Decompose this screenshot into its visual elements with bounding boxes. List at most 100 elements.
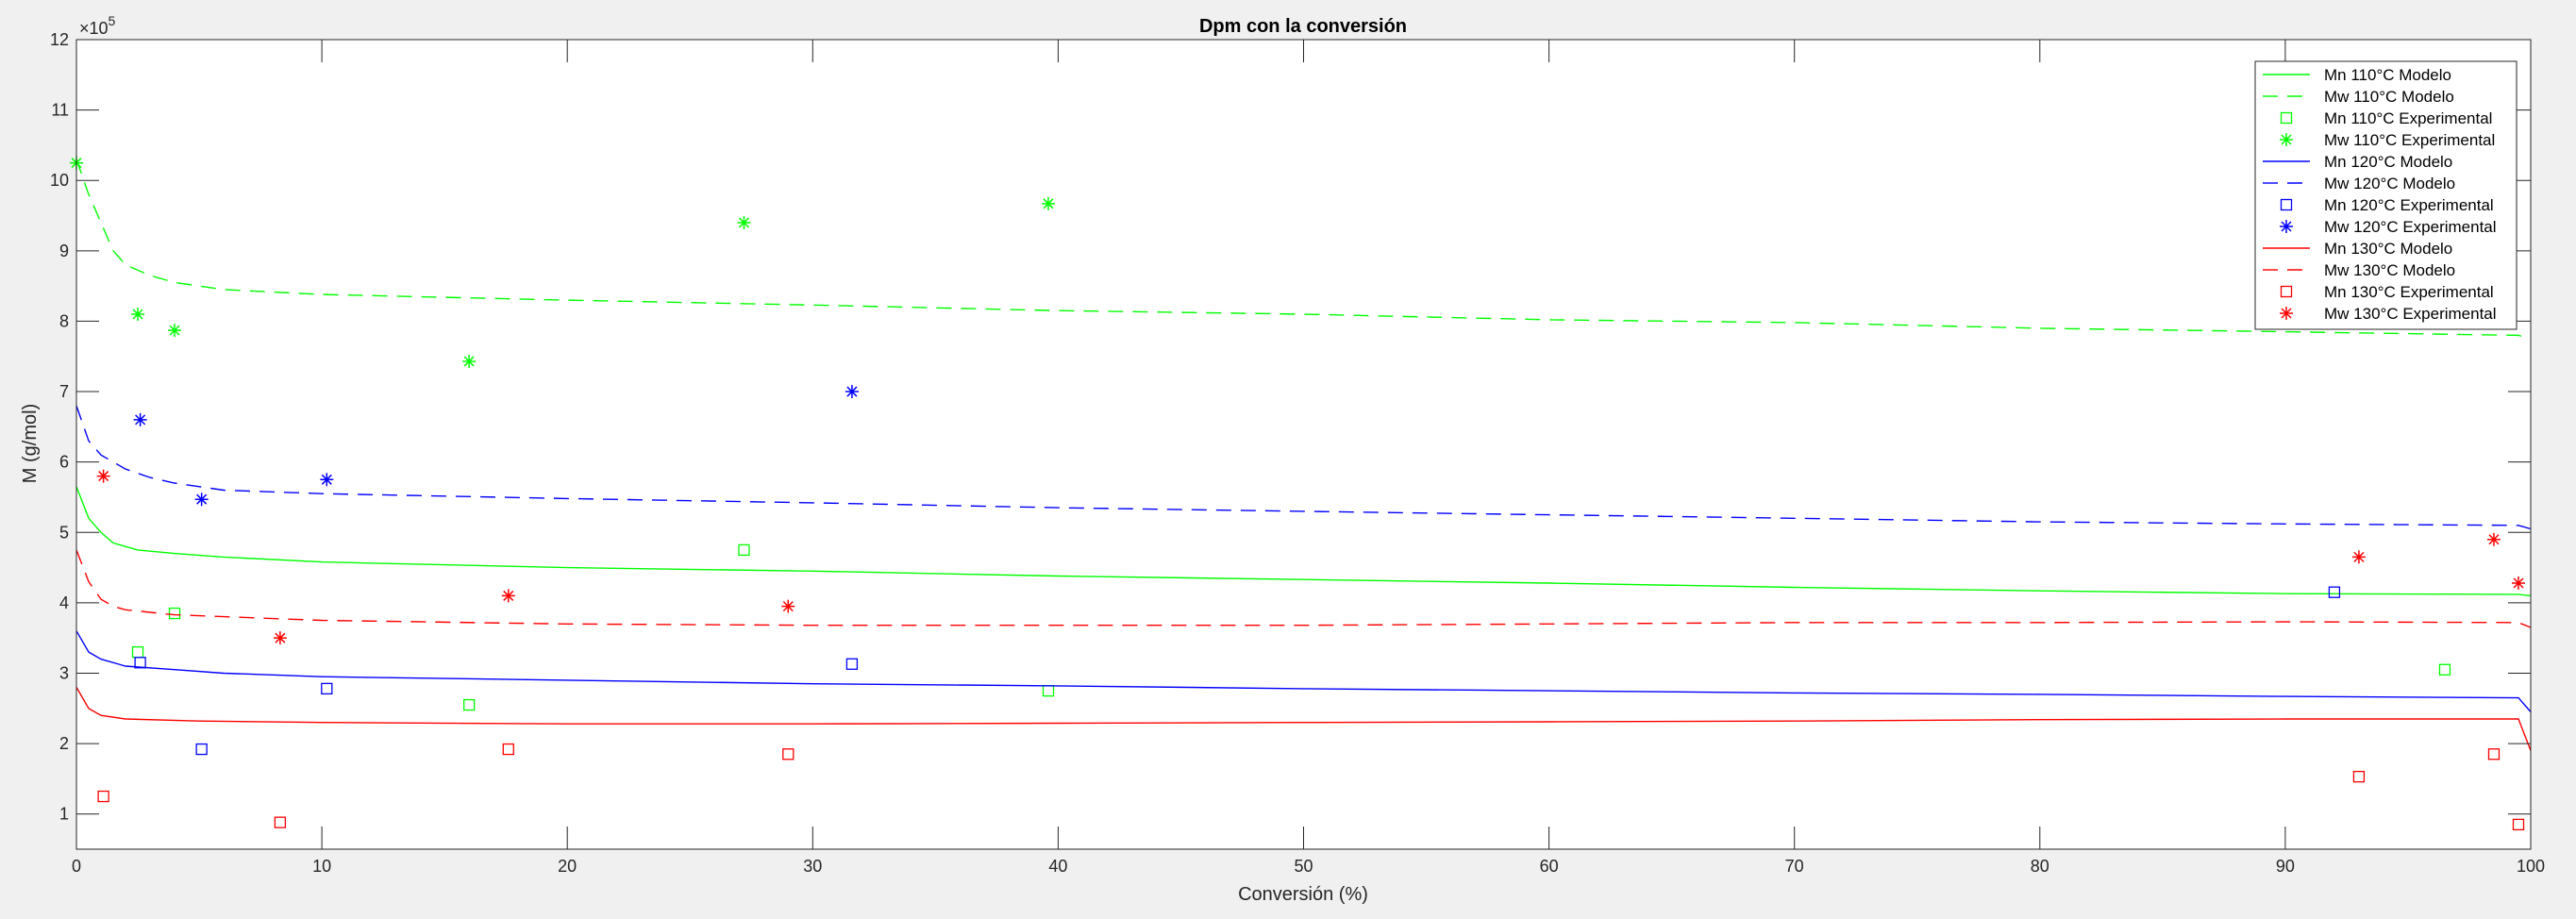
series-line [75,159,2532,340]
plot-area [76,40,2531,849]
series-11 [97,743,2525,831]
legend-item: Mw 130°C Modelo [2263,261,2455,279]
y-tick-label: 9 [59,242,69,260]
data-point [168,607,181,620]
data-point [463,698,476,711]
legend-item: Mn 110°C Experimental [2280,109,2492,127]
series-8 [133,385,859,507]
x-tick-label: 30 [803,857,822,876]
x-tick-label: 90 [2276,857,2295,876]
data-point [1042,196,1055,210]
data-point [96,469,110,483]
x-tick-label: 70 [1785,857,1804,876]
x-axis-label: Conversión (%) [1238,884,1368,905]
data-point [273,631,287,645]
y-axis-exponent: ×105 [79,13,116,38]
legend-label: Mn 120°C Modelo [2324,153,2452,171]
chart-title: Dpm con la conversión [1199,16,1407,37]
exponent-base: ×10 [79,19,109,38]
data-point [2487,748,2501,760]
data-point [2512,576,2525,590]
legend-box [2254,60,2517,330]
y-tick-label: 2 [59,734,69,753]
data-point [134,657,146,669]
y-tick-label: 8 [59,311,69,330]
y-tick-label: 4 [59,593,69,612]
legend-item: Mn 130°C Modelo [2263,240,2452,258]
legend-item: Mw 110°C Modelo [2263,88,2454,106]
legend-marker [2280,111,2293,125]
series-line [75,405,2532,530]
data-point [133,412,147,426]
data-point [274,816,287,828]
data-point [97,790,109,803]
x-tick-label: 10 [312,857,331,876]
series-line [75,630,2532,712]
legend-item: Mw 110°C Experimental [2280,131,2495,149]
x-tick-label: 50 [1294,857,1313,876]
y-tick-label: 3 [59,663,69,682]
exponent-power: 5 [109,13,116,28]
y-tick-label: 11 [51,101,69,120]
legend-label: Mw 120°C Modelo [2324,175,2455,192]
x-tick-label: 0 [72,857,81,876]
data-point [845,658,859,670]
data-point [738,543,750,557]
series-line [75,687,2532,751]
y-tick-label: 12 [50,30,69,49]
data-point [2352,771,2366,783]
data-point [168,324,182,338]
data-point [737,215,751,229]
legend-item: Mw 120°C Experimental [2280,218,2497,236]
series-1 [75,486,2532,597]
series-12 [96,469,2525,645]
y-tick-label: 10 [50,171,69,190]
legend-item: Mn 120°C Modelo [2263,153,2452,171]
legend-marker [2280,220,2293,233]
x-tick-label: 100 [2517,857,2545,876]
legend-item: Mn 110°C Modelo [2263,66,2451,84]
legend-item: Mn 120°C Experimental [2280,196,2494,214]
series-10 [75,549,2532,628]
data-point [2486,532,2501,546]
y-tick-label: 7 [59,382,69,401]
legend-label: Mw 130°C Experimental [2324,305,2497,323]
x-tick-label: 80 [2031,857,2049,876]
legend-marker [2280,307,2293,320]
series-line [75,549,2532,628]
series-5 [75,630,2532,712]
data-point [131,307,145,321]
y-tick-label: 6 [59,453,69,472]
y-tick-label: 5 [59,523,69,542]
data-point [462,354,477,368]
data-point [321,682,333,695]
data-point [2328,586,2341,598]
legend-item: Mw 130°C Experimental [2280,305,2497,323]
legend-marker [2280,285,2293,298]
x-tick-label: 20 [558,857,577,876]
data-point [2512,818,2525,831]
legend: Mn 110°C Modelo Mw 110°C Modelo Mn 110°C E… [2254,60,2517,330]
legend-marker [2280,198,2293,211]
series-7 [134,586,2341,756]
y-tick-label: 1 [59,805,69,824]
series-2 [75,159,2532,340]
data-point [2351,550,2366,564]
data-point [320,473,334,487]
data-point [2438,663,2451,676]
series-9 [75,687,2532,751]
legend-label: Mw 120°C Experimental [2324,218,2497,236]
legend-marker [2280,133,2293,146]
legend-label: Mn 120°C Experimental [2324,196,2494,214]
x-tick-label: 60 [1540,857,1559,876]
legend-label: Mn 110°C Modelo [2324,66,2451,84]
legend-item: Mw 120°C Modelo [2263,175,2455,192]
x-tick-label: 40 [1048,857,1067,876]
legend-label: Mn 110°C Experimental [2324,109,2492,127]
data-point [502,743,514,756]
data-point [194,493,209,507]
legend-label: Mw 130°C Modelo [2324,261,2455,279]
data-point [782,748,795,760]
